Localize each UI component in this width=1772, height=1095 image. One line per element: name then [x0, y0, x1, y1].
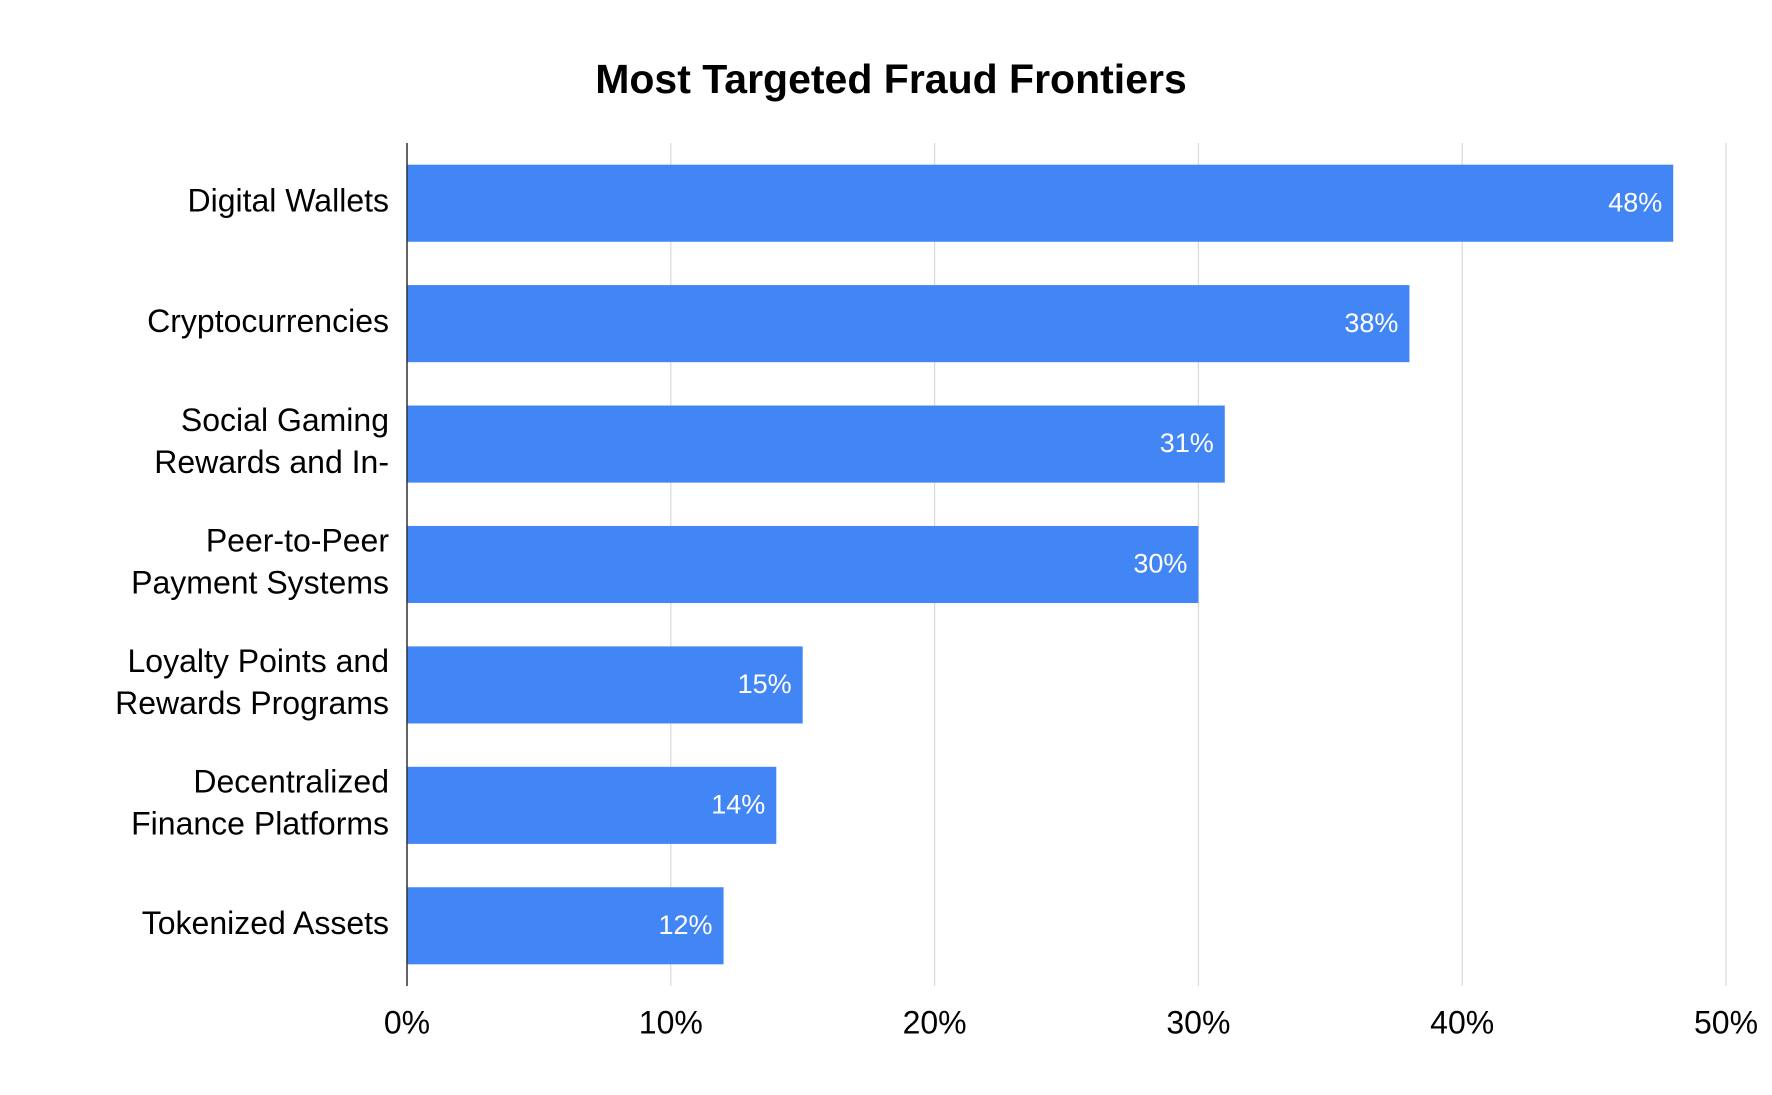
bar: [407, 646, 803, 724]
y-tick-label: Tokenized Assets: [142, 905, 389, 941]
data-label: 38%: [1344, 308, 1398, 338]
y-tick-label: Digital Wallets: [187, 183, 389, 219]
y-tick-label: Loyalty Points and Rewards Programs: [115, 643, 389, 721]
y-tick-label: Decentralized Finance Platforms: [131, 764, 389, 842]
bar: [407, 766, 777, 844]
data-label: 12%: [659, 910, 713, 940]
bar: [407, 405, 1225, 483]
bar: [407, 525, 1199, 604]
x-tick-label: 40%: [1430, 1004, 1494, 1040]
x-tick-label: 50%: [1694, 1004, 1758, 1040]
data-label: 14%: [711, 789, 765, 819]
y-tick-label: Cryptocurrencies: [147, 303, 389, 339]
chart-title: Most Targeted Fraud Frontiers: [595, 56, 1187, 102]
bar: [407, 164, 1674, 242]
bar: [407, 887, 724, 965]
bar: [407, 285, 1410, 363]
data-label: 31%: [1160, 428, 1214, 458]
data-label: 48%: [1608, 187, 1662, 217]
x-tick-label: 20%: [903, 1004, 967, 1040]
x-tick-label: 30%: [1166, 1004, 1230, 1040]
x-tick-label: 10%: [639, 1004, 703, 1040]
x-tick-label: 0%: [384, 1004, 430, 1040]
y-tick-label: Social Gaming Rewards and In-: [154, 403, 389, 481]
data-label: 30%: [1133, 549, 1187, 579]
data-label: 15%: [738, 669, 792, 699]
y-tick-label: Peer-to-Peer Payment Systems: [131, 523, 389, 601]
